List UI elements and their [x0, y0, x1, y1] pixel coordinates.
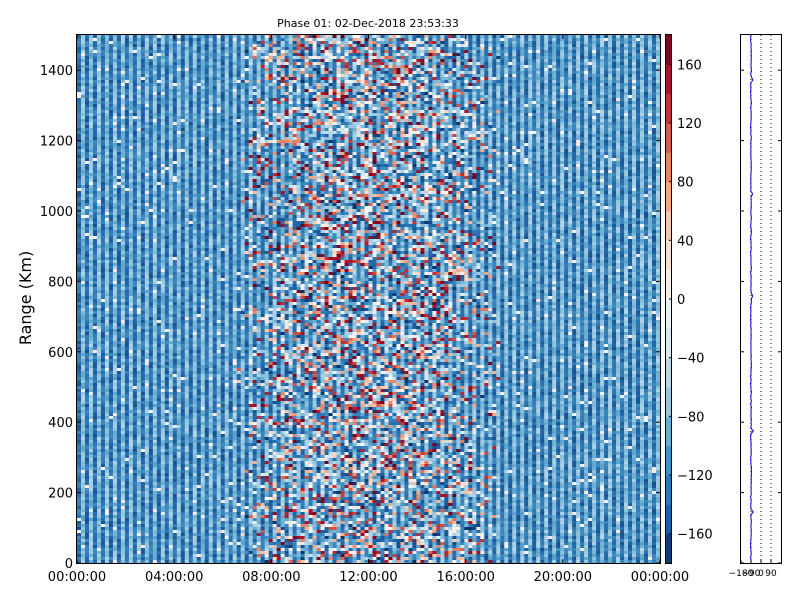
x-tick-label: 12:00:00: [339, 570, 397, 585]
colorbar-ticks: −160 −120 −80 −40 0 40 80 120 160: [669, 58, 713, 542]
colorbar-tick-label: 0: [677, 293, 685, 308]
colorbar-tick-label: 40: [677, 234, 694, 249]
y-axis-label: Range (Km): [16, 251, 35, 345]
colorbar-tick-label: −120: [677, 469, 713, 484]
profile-x-tick-label: 90: [765, 569, 777, 579]
profile-x-tick-label: 0: [758, 569, 764, 579]
x-tick-label: 08:00:00: [242, 570, 300, 585]
x-tick-label: 04:00:00: [145, 570, 203, 585]
y-tick-label: 800: [48, 275, 73, 290]
x-tick-label: 16:00:00: [436, 570, 494, 585]
x-tick-label: 00:00:00: [48, 570, 106, 585]
chart-title: Phase 01: 02-Dec-2018 23:53:33: [277, 17, 459, 30]
y-tick-label: 600: [48, 346, 73, 361]
y-tick-label: 1400: [40, 64, 73, 79]
colorbar-tick-label: 120: [677, 117, 702, 132]
colorbar-tick-label: −80: [677, 410, 704, 425]
y-tick-label: 1200: [40, 135, 73, 150]
y-tick-label: 200: [48, 487, 73, 502]
colorbar-tick-label: −160: [677, 528, 713, 543]
x-tick-label: 20:00:00: [534, 570, 592, 585]
colorbar-tick-label: 160: [677, 58, 702, 73]
phase-heatmap: [77, 35, 660, 563]
colorbar-tick-label: 80: [677, 176, 694, 191]
x-tick-label: 00:00:00: [631, 570, 689, 585]
y-tick-label: 1000: [40, 205, 73, 220]
colorbar-tick-label: −40: [677, 352, 704, 367]
y-tick-label: 400: [48, 416, 73, 431]
